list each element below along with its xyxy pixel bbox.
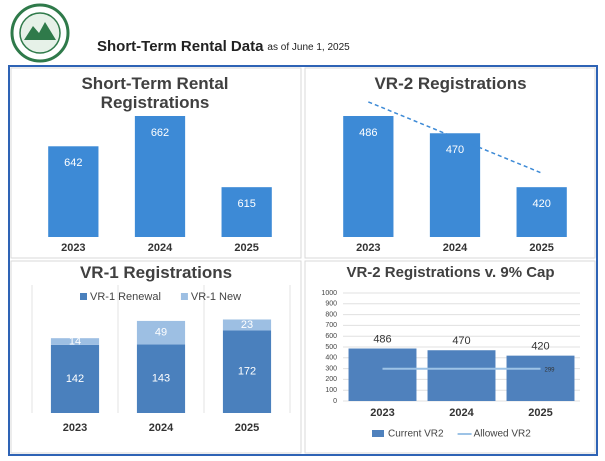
legend-label: VR-1 Renewal <box>90 291 161 303</box>
legend-label: Current VR2 <box>388 429 444 440</box>
bar <box>343 116 394 237</box>
bar <box>48 146 99 237</box>
bar-segment <box>136 320 186 345</box>
panel <box>304 260 596 454</box>
panel <box>10 67 302 259</box>
value-label: 470 <box>446 144 464 156</box>
bar <box>221 187 272 237</box>
trend-line <box>368 101 542 174</box>
y-tick-label: 200 <box>325 376 337 383</box>
page-title: Short-Term Rental Data as of June 1, 2025 <box>97 38 350 55</box>
value-label: 486 <box>373 333 391 345</box>
legend-label: Allowed VR2 <box>474 429 532 440</box>
bar <box>516 187 567 237</box>
bar-segment <box>222 330 272 413</box>
y-tick-label: 500 <box>325 344 337 351</box>
y-tick-label: 400 <box>325 355 337 362</box>
bar-segment <box>50 338 100 345</box>
x-tick-label: 2024 <box>149 422 174 434</box>
panel <box>304 67 596 259</box>
bar-segment <box>222 319 272 331</box>
value-label: 662 <box>151 127 169 139</box>
value-label: 486 <box>359 127 377 139</box>
y-tick-label: 800 <box>325 311 337 318</box>
value-label: 14 <box>69 335 81 347</box>
bar <box>134 116 186 237</box>
x-tick-label: 2023 <box>370 407 394 419</box>
x-tick-label: 2023 <box>63 422 87 434</box>
value-label: 615 <box>237 198 255 210</box>
x-tick-label: 2025 <box>234 242 258 254</box>
value-label: 299 <box>545 367 556 373</box>
x-tick-label: 2024 <box>449 407 474 419</box>
value-label: 49 <box>155 327 167 339</box>
chart-title: VR-1 Registrations <box>79 263 233 282</box>
x-tick-label: 2025 <box>235 422 259 434</box>
value-label: 470 <box>452 335 470 347</box>
x-tick-label: 2025 <box>528 407 552 419</box>
chart-title: Short-Term Rental Registrations <box>81 74 229 112</box>
x-tick-label: 2024 <box>148 242 173 254</box>
y-tick-label: 900 <box>325 301 337 308</box>
seal <box>10 3 70 63</box>
value-label: 420 <box>531 341 549 353</box>
y-tick-label: 700 <box>325 322 337 329</box>
chart-title: VR-2 Registrations v. 9% Cap <box>346 264 555 281</box>
y-tick-label: 100 <box>325 387 337 394</box>
value-label: 143 <box>152 373 170 385</box>
outer-border <box>8 65 598 456</box>
value-label: 23 <box>241 319 253 331</box>
bar <box>429 133 481 237</box>
value-label: 142 <box>66 373 84 385</box>
y-tick-label: 1000 <box>321 290 337 297</box>
value-label: 420 <box>532 198 550 210</box>
bar <box>427 350 496 401</box>
bar <box>506 355 575 401</box>
legend-label: VR-1 New <box>191 291 241 303</box>
legend-swatch <box>180 293 188 300</box>
legend-swatch <box>372 430 384 437</box>
bar-segment <box>50 344 100 413</box>
y-tick-label: 0 <box>333 398 337 405</box>
bar <box>348 348 417 401</box>
x-tick-label: 2023 <box>356 242 380 254</box>
chart-title: VR-2 Registrations <box>374 74 527 93</box>
panel <box>10 260 302 454</box>
x-tick-label: 2023 <box>61 242 85 254</box>
x-tick-label: 2025 <box>529 242 553 254</box>
y-tick-label: 300 <box>325 365 337 372</box>
legend-swatch <box>80 293 87 300</box>
x-tick-label: 2024 <box>443 242 468 254</box>
bar-segment <box>136 344 186 413</box>
value-label: 172 <box>238 366 256 378</box>
value-label: 642 <box>64 157 82 169</box>
y-tick-label: 600 <box>325 333 337 340</box>
